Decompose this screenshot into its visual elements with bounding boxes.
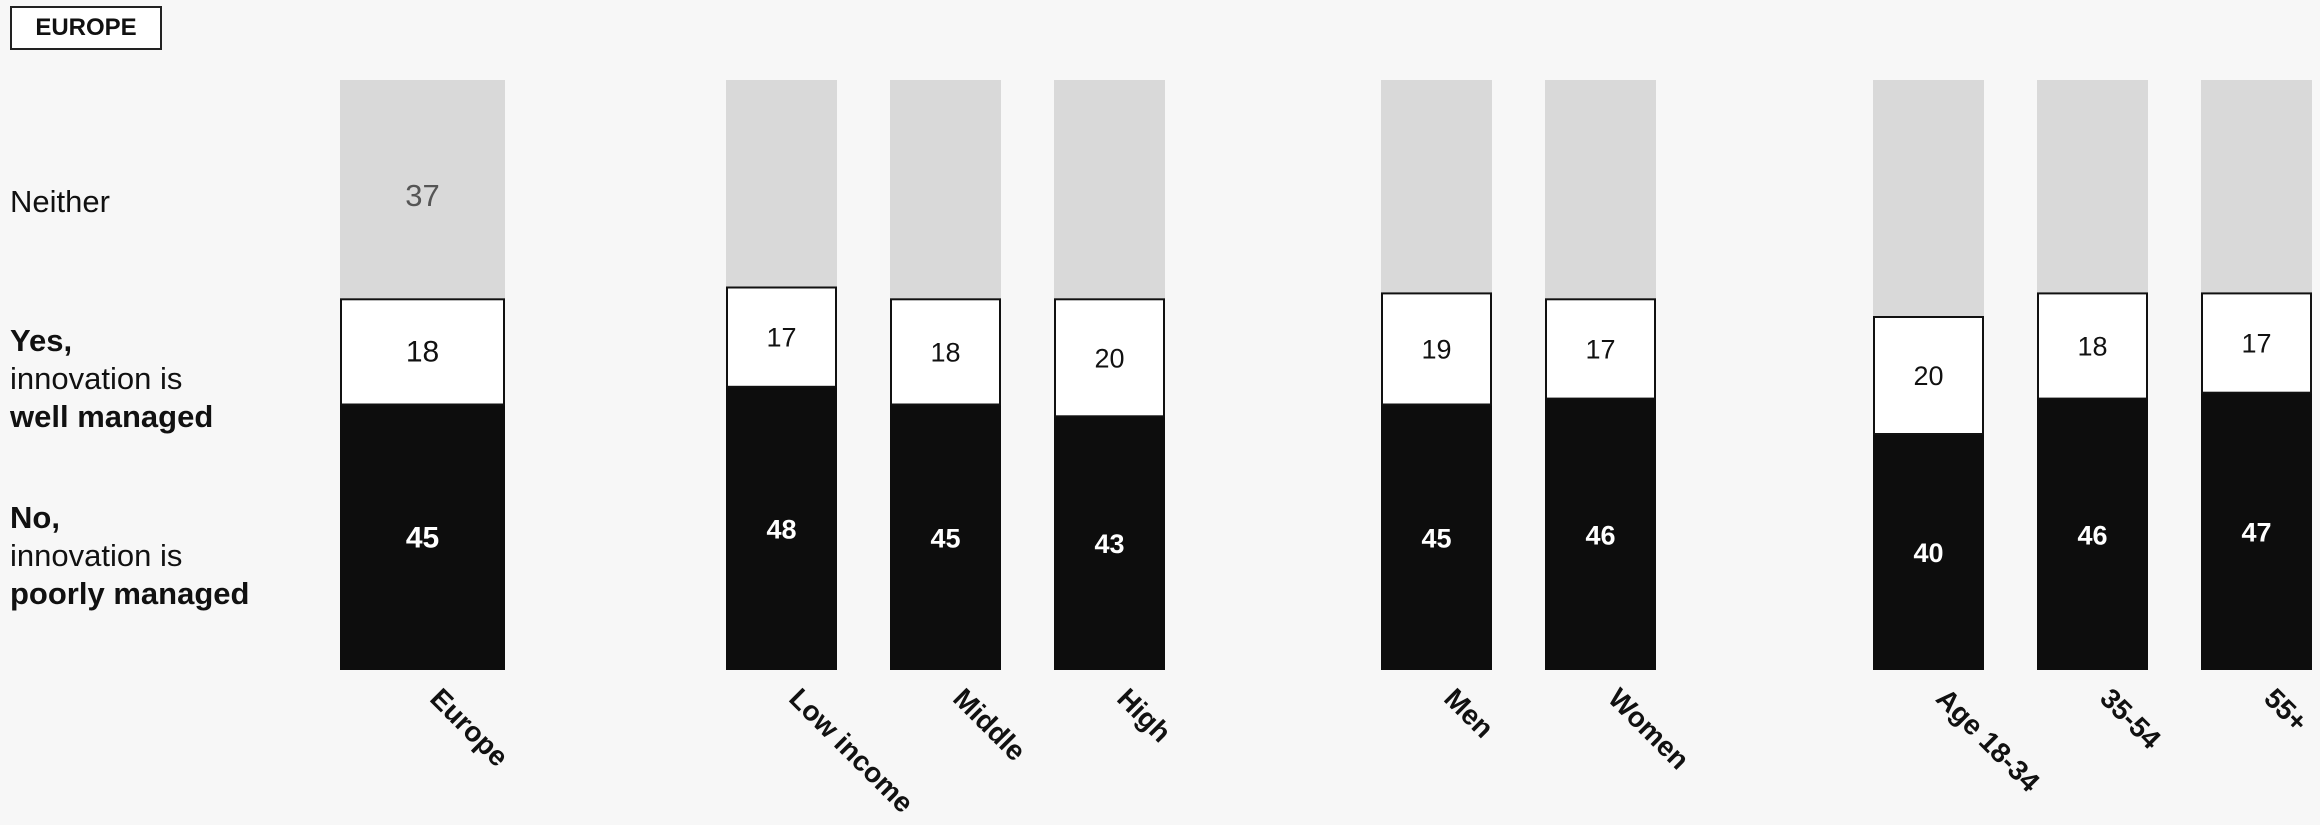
bar-segment-neither <box>1545 80 1656 299</box>
bar-segment-yes <box>1545 298 1656 400</box>
bar-segment-neither <box>2037 80 2148 293</box>
bar-label-no: 40 <box>1913 538 1943 568</box>
legend-no: No, innovation is poorly managed <box>10 499 249 613</box>
bar-segment-yes <box>726 286 837 388</box>
bar-segment-no <box>2201 392 2312 670</box>
bar-label-no: 48 <box>766 514 796 544</box>
legend-yes: Yes, innovation is well managed <box>10 322 213 436</box>
bar-segment-yes <box>2037 292 2148 400</box>
bar-label-no: 46 <box>1585 520 1615 550</box>
bar-segment-no <box>1545 398 1656 670</box>
bar-label-yes: 20 <box>1913 361 1943 391</box>
legend-neither: Neither <box>10 183 110 221</box>
x-tick-label: Europe <box>424 682 514 772</box>
bar-label-yes: 18 <box>930 337 960 367</box>
region-tag: EUROPE <box>10 6 162 50</box>
bar-segment-no <box>2037 398 2148 670</box>
bar-segment-yes <box>340 298 505 406</box>
x-tick-label: 35-54 <box>2094 682 2167 755</box>
bar-segment-neither <box>340 80 505 299</box>
bar-segment-neither <box>2201 80 2312 293</box>
bar-label-yes: 18 <box>2077 332 2107 362</box>
bar-segment-no <box>340 404 505 670</box>
bar-label-no: 46 <box>2077 520 2107 550</box>
bar-label-no: 45 <box>930 523 960 553</box>
bar-segment-neither <box>890 80 1001 299</box>
bar-label-no: 47 <box>2241 517 2271 547</box>
bar-segment-yes <box>890 298 1001 406</box>
legend-no-line3: poorly managed <box>10 576 250 611</box>
legend-neither-label: Neither <box>10 184 110 219</box>
bar-segment-no <box>726 386 837 670</box>
bar-label-no: 43 <box>1094 529 1124 559</box>
bar-segment-yes <box>1381 292 1492 406</box>
x-tick-label: 55+ <box>2258 682 2314 738</box>
bar-segment-no <box>1054 416 1165 670</box>
bar-segment-no <box>890 404 1001 670</box>
bar-segment-yes <box>2201 292 2312 394</box>
bar-label-yes: 20 <box>1094 343 1124 373</box>
bar-label-neither: 37 <box>405 178 439 213</box>
bar-segment-no <box>1873 434 1984 670</box>
legend-no-line2: innovation is <box>10 538 183 573</box>
legend-yes-line3: well managed <box>10 399 214 434</box>
bar-segment-neither <box>1873 80 1984 316</box>
bar-label-no: 45 <box>1421 523 1451 553</box>
legend-no-line1: No, <box>10 500 60 535</box>
bar-segment-yes <box>1054 298 1165 418</box>
bar-label-no: 45 <box>406 521 439 554</box>
bar-segment-neither <box>726 80 837 287</box>
bar-segment-neither <box>1054 80 1165 299</box>
bar-label-yes: 17 <box>1585 334 1615 364</box>
bar-segment-yes <box>1873 316 1984 435</box>
x-tick-label: Women <box>1602 682 1695 775</box>
bar-label-yes: 17 <box>2241 329 2271 359</box>
legend-yes-line2: innovation is <box>10 361 183 396</box>
bar-label-yes: 18 <box>406 335 439 368</box>
legend-yes-line1: Yes, <box>10 323 73 358</box>
bar-segment-neither <box>1381 80 1492 293</box>
x-tick-label: Age 18-34 <box>1930 682 2046 798</box>
x-tick-label: High <box>1111 682 1177 748</box>
bar-segment-no <box>1381 404 1492 670</box>
bar-label-yes: 19 <box>1421 334 1451 364</box>
x-tick-label: Men <box>1438 682 1500 744</box>
x-tick-label: Middle <box>947 682 1032 767</box>
x-tick-label: Low income <box>783 682 919 818</box>
bar-label-yes: 17 <box>766 323 796 353</box>
